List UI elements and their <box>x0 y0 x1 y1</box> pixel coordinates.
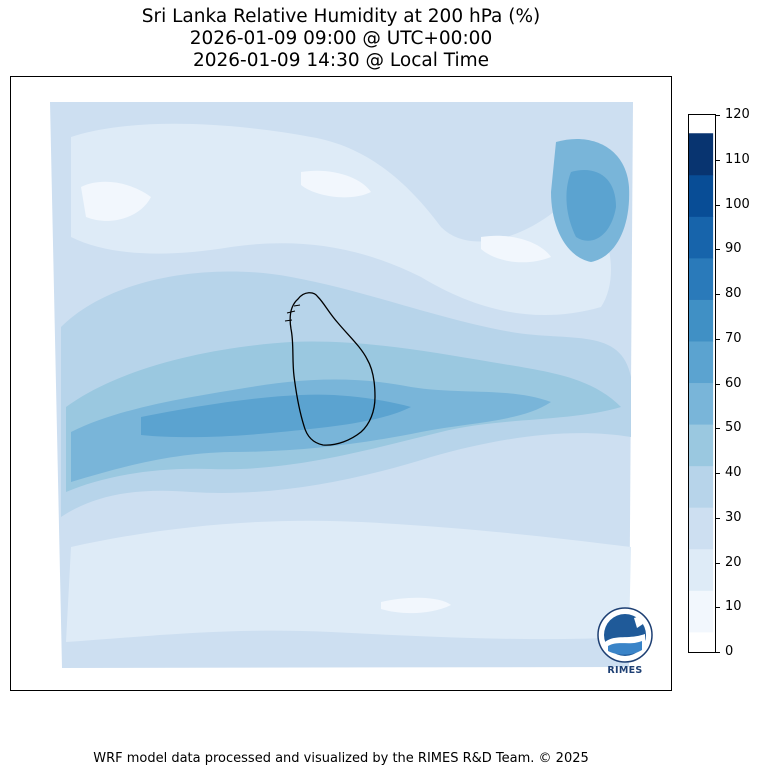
colorbar-tick-label: 50 <box>725 420 742 436</box>
colorbar-tick-label: 40 <box>725 465 742 480</box>
colorbar-segment <box>689 548 714 591</box>
colorbar-tick-label: 10 <box>725 599 742 615</box>
tick-mark <box>716 428 720 430</box>
tick-mark <box>716 607 720 609</box>
colorbar-tick-label: 90 <box>725 241 742 257</box>
contour-light-south <box>66 520 631 642</box>
tick-mark <box>716 473 720 474</box>
tick-mark <box>716 383 720 385</box>
colorbar-segment <box>689 507 714 550</box>
colorbar-tick-label: 70 <box>725 330 742 346</box>
title-line-local-time: 2026-01-09 14:30 @ Local Time <box>192 50 490 71</box>
colorbar-tick-label: 60 <box>725 375 742 391</box>
colorbar-segment <box>689 465 714 508</box>
rimes-logo: RIMES <box>590 606 660 680</box>
colorbar-segment <box>689 424 714 467</box>
colorbar-segment <box>689 341 714 384</box>
tick-mark <box>716 204 720 206</box>
contour-northeast-core <box>566 170 616 241</box>
colorbar-tick-label: 30 <box>725 509 742 525</box>
contour-light-north <box>71 123 611 316</box>
rimes-emblem-icon <box>597 607 653 663</box>
colorbar <box>688 114 716 653</box>
colorbar-tick-label: 0 <box>725 644 734 659</box>
humidity-contour-map <box>50 102 633 668</box>
jaffna-islands <box>284 304 301 322</box>
colorbar-tick-label: 20 <box>725 554 742 570</box>
tick-mark <box>716 249 720 251</box>
colorbar-segment <box>689 133 714 176</box>
colorbar-tick-label: 80 <box>725 286 742 301</box>
colorbar-segment <box>689 299 714 342</box>
contour-very-light-south <box>381 597 451 614</box>
colorbar-segment <box>689 216 714 259</box>
tick-mark <box>716 159 720 161</box>
colorbar-segment <box>689 174 714 217</box>
tick-mark <box>716 115 720 116</box>
contour-band-60 <box>71 379 551 482</box>
contour-very-light-north <box>81 170 551 263</box>
colorbar-segment <box>689 257 714 300</box>
chart-title: Sri Lanka Relative Humidity at 200 hPa (… <box>10 6 672 72</box>
title-line-utc-time: 2026-01-09 09:00 @ UTC+00:00 <box>189 28 493 49</box>
tick-mark <box>716 517 720 519</box>
footer-credit: WRF model data processed and visualized … <box>93 751 589 766</box>
sri-lanka-coastline <box>289 292 376 446</box>
colorbar-tick-label: 100 <box>725 196 750 212</box>
colorbar-tick-label: 110 <box>725 151 750 167</box>
tick-mark <box>716 294 720 295</box>
contour-band-70 <box>141 394 411 438</box>
tick-mark <box>716 562 720 564</box>
colorbar-tick-label: 120 <box>725 107 750 122</box>
colorbar-segment <box>689 382 714 425</box>
colorbar-ticks: 0 10 20 30 40 50 60 70 80 90 100 110 120 <box>716 107 760 659</box>
tick-mark <box>716 338 720 340</box>
logo-text: RIMES <box>607 665 643 676</box>
colorbar-segment <box>689 590 714 633</box>
title-line-variable: Sri Lanka Relative Humidity at 200 hPa (… <box>141 6 541 27</box>
tick-mark <box>716 652 720 653</box>
map-panel <box>10 76 672 691</box>
